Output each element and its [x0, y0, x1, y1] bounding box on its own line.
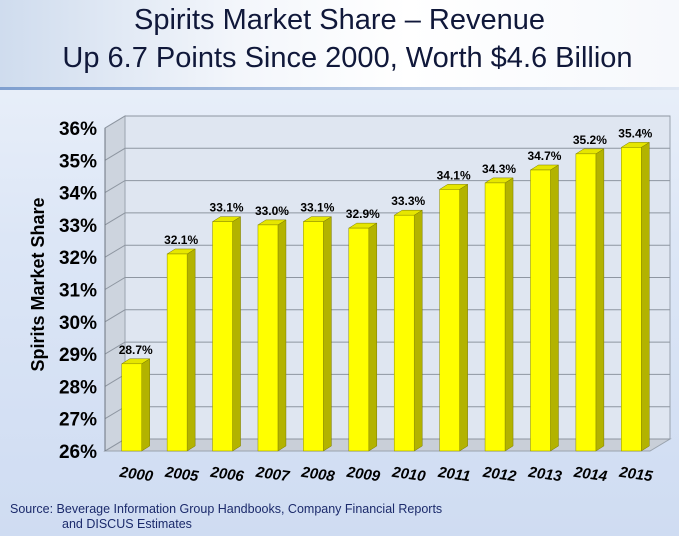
source-line-2: and DISCUS Estimates	[62, 517, 192, 531]
bar-side	[277, 219, 287, 452]
x-tick-label: 2005	[163, 464, 200, 486]
data-label: 34.3%	[482, 162, 516, 176]
x-tick-label: 2009	[345, 464, 382, 486]
data-label: 33.0%	[255, 204, 289, 218]
data-label: 34.1%	[437, 168, 471, 182]
x-tick-label: 2006	[208, 464, 245, 486]
x-tick-label: 2013	[526, 464, 563, 486]
bar	[530, 169, 551, 452]
bar	[621, 147, 642, 452]
bar	[439, 189, 460, 452]
y-tick-label: 31%	[59, 281, 97, 302]
gridline	[104, 115, 670, 129]
data-label: 33.1%	[210, 201, 244, 215]
bar-side	[459, 183, 468, 452]
bar	[303, 221, 324, 452]
data-label: 33.1%	[300, 201, 334, 215]
bar	[257, 224, 279, 452]
y-tick-label: 35%	[59, 151, 97, 172]
bar-chart: 26% 27% 28% 29% 30% 31% 32% 33% 34% 35% 36% Spirits…	[28, 115, 672, 486]
bar-side	[641, 141, 650, 452]
y-tick-label: 27%	[59, 410, 97, 431]
chart-subtitle: Up 6.7 Points Since 2000, Worth $4.6 Bil…	[62, 42, 633, 74]
x-tick-label: 2008	[299, 464, 336, 486]
chart-title: Spirits Market Share – Revenue	[133, 4, 546, 36]
x-tick-label: 2015	[617, 464, 654, 486]
bar-side	[413, 209, 423, 452]
bar-side	[141, 358, 150, 452]
bar	[484, 182, 506, 452]
y-tick-label: 33%	[59, 216, 97, 237]
data-label: 33.3%	[391, 194, 425, 208]
y-tick-label: 34%	[59, 184, 97, 205]
x-tick-label: 2014	[572, 464, 609, 486]
bar-side	[595, 148, 605, 452]
y-tick-label: 36%	[59, 119, 97, 140]
data-label: 35.4%	[618, 126, 652, 140]
x-tick-label: 2011	[436, 464, 471, 485]
data-label: 34.7%	[527, 149, 561, 163]
bar-side	[550, 164, 559, 452]
bar	[121, 363, 142, 452]
bar-side	[368, 222, 378, 452]
y-tick-label: 29%	[59, 345, 97, 366]
bar-side	[323, 216, 332, 452]
bar	[575, 153, 597, 452]
data-label: 28.7%	[119, 343, 153, 357]
data-label: 32.1%	[164, 233, 198, 247]
source-line-1: Source: Beverage Information Group Handb…	[10, 502, 443, 516]
source-note: Source: Beverage Information Group Handb…	[10, 502, 442, 532]
y-tick-label: 32%	[59, 248, 97, 269]
x-tick-label: 2007	[254, 464, 291, 486]
bar	[166, 253, 188, 452]
y-tick-label: 28%	[59, 377, 97, 398]
bar-side	[186, 248, 196, 452]
y-tick-label: 26%	[59, 442, 97, 463]
data-label: 32.9%	[346, 207, 380, 221]
bar	[212, 221, 233, 452]
bar-side	[504, 177, 514, 452]
gridline	[104, 147, 670, 161]
bar-side	[232, 216, 241, 452]
x-tick-label: 2000	[118, 464, 155, 486]
y-tick-label: 30%	[59, 313, 97, 334]
x-tick-label: 2010	[390, 464, 427, 486]
bar	[348, 227, 370, 452]
y-axis-title: Spirits Market Share	[28, 197, 48, 371]
data-label: 35.2%	[573, 133, 607, 147]
x-tick-label: 2012	[481, 464, 518, 486]
bar	[393, 214, 415, 452]
title-band	[0, 0, 679, 90]
